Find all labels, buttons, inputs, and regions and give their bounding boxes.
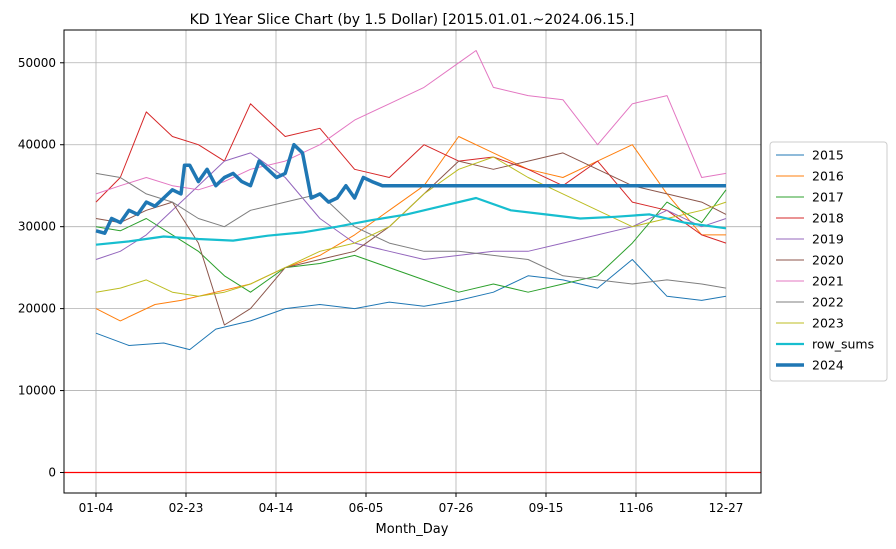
x-tick-label: 09-15 [529, 501, 564, 515]
y-axis-ticks: 0 10000 20000 30000 40000 50000 [18, 56, 64, 480]
series-line-2021 [95, 50, 727, 195]
x-tick-label: 11-06 [619, 501, 654, 515]
y-tick-label: 50000 [18, 56, 56, 70]
legend: 2015 2016 2017 2018 2019 2020 2021 2022 2023 row_… [769, 141, 888, 382]
plot-frame [63, 29, 762, 494]
series-line-2023 [95, 156, 727, 297]
y-tick-label: 20000 [18, 302, 56, 316]
series-line-2019 [95, 152, 727, 260]
legend-label: 2017 [812, 190, 844, 205]
x-tick-label: 12-27 [709, 501, 744, 515]
legend-label: 2019 [812, 232, 844, 247]
grid [64, 30, 761, 493]
y-tick-label: 30000 [18, 220, 56, 234]
series-line-2024 [95, 142, 726, 235]
legend-label: row_sums [812, 337, 874, 352]
series-line-2015 [95, 259, 727, 351]
series-line-2016 [95, 136, 726, 322]
chart-title: KD 1Year Slice Chart (by 1.5 Dollar) [20… [190, 12, 635, 28]
x-tick-label: 02-23 [169, 501, 204, 515]
x-axis-ticks: 01-04 02-23 04-14 06-05 07-26 09-15 11-06 12-27 [79, 493, 744, 515]
series-line-row_sums [95, 196, 727, 246]
y-tick-label: 40000 [18, 138, 56, 152]
legend-box [769, 141, 888, 382]
legend-label: 2020 [812, 253, 844, 268]
legend-label: 2021 [812, 274, 844, 289]
x-axis-label: Month_Day [376, 522, 449, 537]
x-tick-label: 04-14 [259, 501, 294, 515]
legend-label: 2024 [812, 358, 844, 373]
series-line-2018 [95, 103, 727, 244]
x-tick-label: 07-26 [439, 501, 474, 515]
legend-label: 2023 [812, 316, 844, 331]
series-layer [95, 50, 727, 351]
x-tick-label: 01-04 [79, 501, 114, 515]
series-line-2022 [95, 172, 727, 289]
series-line-2017 [95, 189, 727, 293]
y-tick-label: 10000 [18, 384, 56, 398]
legend-label: 2016 [812, 169, 844, 184]
legend-label: 2018 [812, 211, 844, 226]
x-tick-label: 06-05 [349, 501, 384, 515]
legend-label: 2015 [812, 148, 844, 163]
y-tick-label: 0 [48, 466, 56, 480]
legend-label: 2022 [812, 295, 844, 310]
